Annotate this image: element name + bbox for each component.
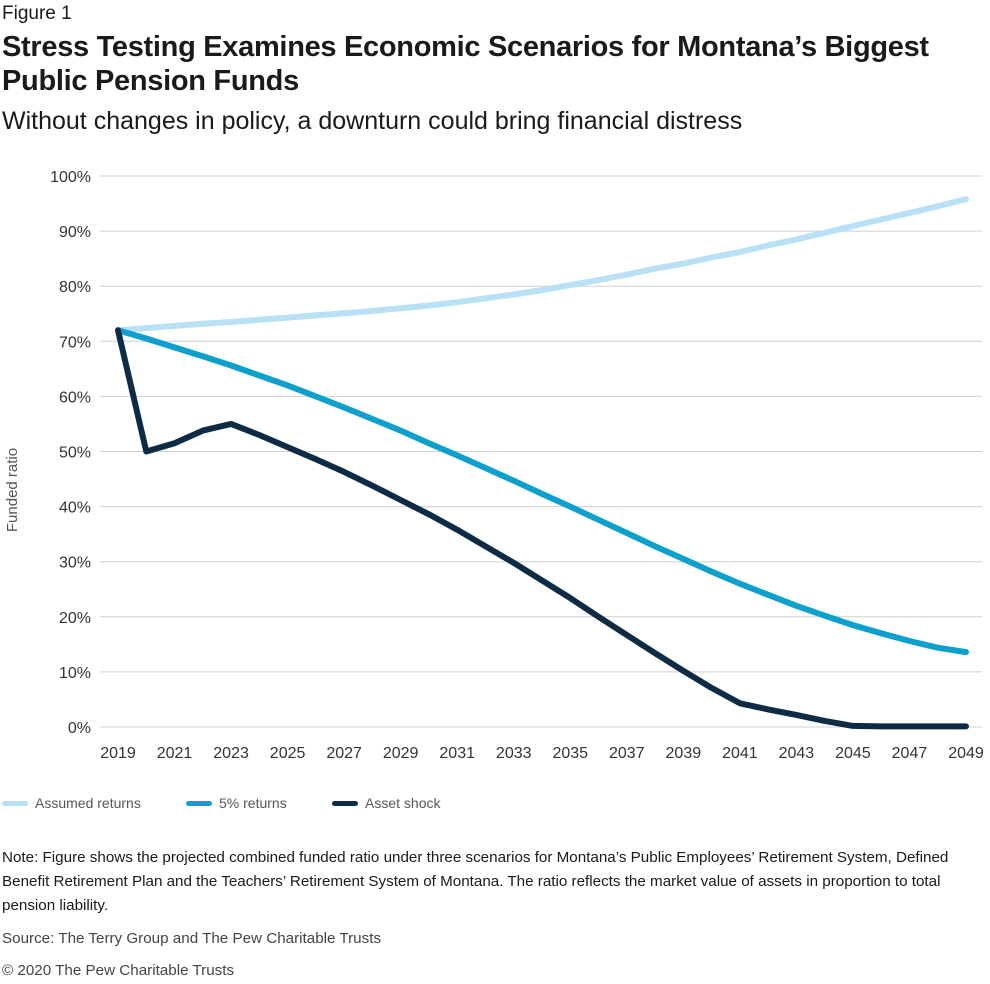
x-tick-label: 2037 — [609, 745, 645, 762]
x-tick-label: 2025 — [270, 745, 306, 762]
x-tick-label: 2041 — [722, 745, 758, 762]
series-lines — [115, 196, 969, 730]
x-tick-label: 2023 — [213, 745, 249, 762]
figure-label: Figure 1 — [2, 3, 72, 24]
chart-title: Stress Testing Examines Economic Scenari… — [2, 31, 929, 97]
line-chart: 0%10%20%30%40%50%60%70%80%90%100% 2019 20… — [4, 169, 984, 762]
y-tick-label: 70% — [59, 334, 91, 351]
legend-label: 5% returns — [219, 795, 287, 811]
x-tick-label: 2047 — [892, 745, 928, 762]
copyright: © 2020 The Pew Charitable Trusts — [2, 962, 235, 979]
legend-swatch-assumed-returns — [2, 801, 28, 806]
x-tick-label: 2027 — [326, 745, 362, 762]
legend-label: Asset shock — [365, 795, 441, 811]
y-axis-ticks: 0% 10% 20% 30% 40% 50% 60% 70% 80% 90% 100% — [50, 169, 91, 737]
y-tick-label: 80% — [59, 279, 91, 296]
x-tick-label: 2035 — [552, 745, 588, 762]
legend-label: Assumed returns — [35, 795, 141, 811]
x-tick-label: 2049 — [948, 745, 984, 762]
y-tick-label: 100% — [50, 169, 91, 186]
x-tick-label: 2019 — [100, 745, 136, 762]
x-tick-label: 2021 — [157, 745, 193, 762]
chart-subtitle: Without changes in policy, a downturn co… — [2, 107, 743, 135]
y-tick-label: 30% — [59, 555, 91, 572]
x-tick-label: 2039 — [666, 745, 702, 762]
y-tick-label: 60% — [59, 389, 91, 406]
legend-swatch-asset-shock — [332, 801, 358, 806]
x-tick-label: 2043 — [779, 745, 815, 762]
chart-source: Source: The Terry Group and The Pew Char… — [2, 930, 382, 947]
series-line-asset-shock — [115, 327, 969, 730]
x-tick-label: 2031 — [439, 745, 475, 762]
y-tick-label: 0% — [68, 720, 91, 737]
y-tick-label: 40% — [59, 500, 91, 517]
series-line-5-returns — [115, 327, 969, 656]
y-tick-label: 90% — [59, 224, 91, 241]
y-tick-label: 10% — [59, 665, 91, 682]
chart-note: Note: Figure shows the projected combine… — [2, 849, 949, 914]
series-line-assumed-returns — [115, 196, 969, 334]
legend-swatch-5-percent-returns — [186, 801, 212, 806]
x-axis-ticks: 2019 2021 2023 2025 2027 2029 2031 2033 2035 2037… — [100, 745, 984, 762]
gridlines — [100, 175, 982, 728]
y-axis-label: Funded ratio — [4, 448, 21, 532]
x-tick-label: 2045 — [835, 745, 871, 762]
y-tick-label: 20% — [59, 610, 91, 627]
x-tick-label: 2033 — [496, 745, 532, 762]
y-tick-label: 50% — [59, 445, 91, 462]
x-tick-label: 2029 — [383, 745, 419, 762]
